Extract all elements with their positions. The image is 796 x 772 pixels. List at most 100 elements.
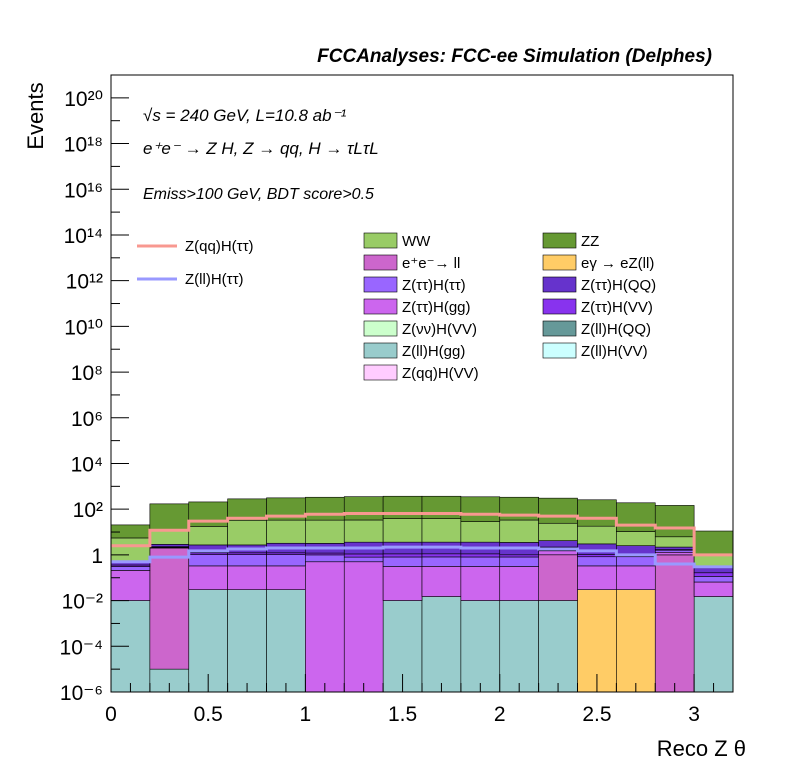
bar-z-h--9 [460,556,501,567]
y-tick-label: 10⁴ [71,453,103,476]
bar-z-h-qq--15 [693,567,734,574]
bar-e-e-ll-14 [654,554,695,693]
bar-z-h-qq--13 [616,545,656,555]
bar-zz-1 [149,503,190,532]
legend-swatch [542,320,577,337]
bar-zz-7 [382,495,423,519]
legend-label: Z(ll)H(gg) [402,343,465,360]
legend-swatch [542,342,577,359]
y-tick-label: 10⁻⁶ [60,682,103,705]
chart-title: FCCAnalyses: FCC-ee Simulation (Delphes) [317,46,712,67]
bar-ww-10 [499,519,539,543]
y-axis-label: Events [23,82,48,149]
bar-ww-0 [110,537,151,562]
y-tick-label: 10⁻² [62,591,103,614]
bar-z-ll-h-gg--15 [693,596,734,693]
bar-ww-6 [343,519,384,543]
y-tick-label: 10¹⁸ [64,134,103,157]
legend-swatch [542,276,577,293]
bar-z-h-gg--0 [110,570,151,601]
bar-z-h-gg--13 [616,565,656,590]
bar-z-h-gg--6 [343,561,384,693]
bar-z-h-gg--3 [227,565,267,590]
bar-z-h--13 [616,556,656,567]
bar-z-h-gg--2 [188,565,228,590]
x-axis-label: Reco Z θ [657,736,746,761]
legend-label: Z(ll)H(VV) [581,343,648,360]
legend-label: WW [402,233,431,250]
annotation-process: e⁺e⁻ → Z H, Z → qq, H → τLτL [143,139,379,158]
bar-ww-13 [616,531,656,546]
bar-z-h--5 [305,554,345,563]
bar-z-ll-h-gg--11 [538,600,578,693]
signal-overlays [111,511,733,569]
y-tick-label: 10¹⁴ [64,225,103,248]
bar-ww-1 [149,530,190,545]
bar-z-h--0 [110,566,151,571]
bar-z-h--2 [188,554,228,567]
bar-ww-12 [577,525,617,545]
bar-z-h-gg--8 [421,566,462,597]
x-axis: 0 0.5 1 1.5 2 2.5 3 [105,674,734,726]
legend-swatch [542,254,577,271]
legend-label: Z(ττ)H(VV) [581,299,653,316]
bar-z-h-gg--4 [266,565,306,590]
bar-zz-6 [343,496,384,521]
bar-z-h--7 [382,556,423,567]
y-tick-label: 10⁶ [71,408,103,431]
bar-z-h--14 [654,549,695,553]
y-axis: 10⁻⁶ 10⁻⁴ 10⁻² 1 10² 10⁴ 10⁶ 10⁸ 10¹⁰ 10¹² 10¹⁴ 10¹… [60,74,129,705]
legend-label: Z(ll)H(ττ) [185,271,244,288]
bar-zz-12 [577,499,617,527]
overlay-z-ll-h- [111,545,733,569]
legend-label: Z(ll)H(QQ) [581,321,651,338]
bar-z-h-vv--15 [693,572,734,577]
annotation-selection: Emiss>100 GeV, BDT score>0.5 [143,186,374,203]
bar-z-h-vv--7 [382,553,423,558]
legend: Z(qq)H(ττ) Z(ll)H(ττ) WW e⁺e⁻→ ll Z(ττ)H(ττ)… [137,232,656,382]
bar-zz-13 [616,502,656,532]
bar-z-ll-h-gg--10 [499,600,539,693]
legend-swatch [542,298,577,315]
bar-z-h--8 [421,556,462,567]
overlay-z-qq-h- [111,511,733,557]
y-tick-label: 10⁻⁴ [60,636,103,659]
x-tick-label: 0 [105,703,117,726]
bar-z-ll-h-gg--4 [266,589,306,693]
bar-z-h-gg--9 [460,566,501,601]
bar-ww-4 [266,519,306,544]
bar-ww-14 [654,536,695,548]
legend-label: Z(ττ)H(QQ) [581,277,656,294]
bar-z-h-vv--10 [499,554,539,558]
bar-z-ll-h-gg--3 [227,589,267,693]
legend-label: Z(νν)H(VV) [402,321,477,338]
bar-ww-8 [421,518,462,543]
bar-z-h-vv--6 [343,553,384,558]
bar-z-h-gg--10 [499,566,539,601]
bar-z-h-vv--9 [460,553,501,558]
bar-zz-5 [305,496,345,521]
stacked-bars [110,495,734,693]
legend-label: ZZ [581,233,599,250]
legend-swatch [363,254,398,271]
bar-z-h--4 [266,554,306,567]
bar-zz-14 [654,505,695,538]
bar-z-h--12 [577,556,617,567]
x-tick-label: 0.5 [194,703,223,726]
y-tick-label: 10¹² [66,271,103,294]
bar-ww-5 [305,519,345,544]
bar-z-h-qq--14 [654,546,695,550]
bar-zz-2 [188,501,228,527]
bar-z-ll-h-gg--8 [421,596,462,693]
legend-swatch [363,320,398,337]
y-tick-label: 10² [73,499,103,522]
bar-z-h--10 [499,556,539,567]
bar-ww-3 [227,519,267,546]
x-tick-label: 3 [688,703,700,726]
bar-e-ez-ll--13 [616,589,656,693]
x-tick-label: 2 [494,703,506,726]
legend-label: Z(ττ)H(ττ) [402,277,466,294]
legend-label: Z(ττ)H(gg) [402,299,471,316]
bar-zz-0 [110,524,151,539]
